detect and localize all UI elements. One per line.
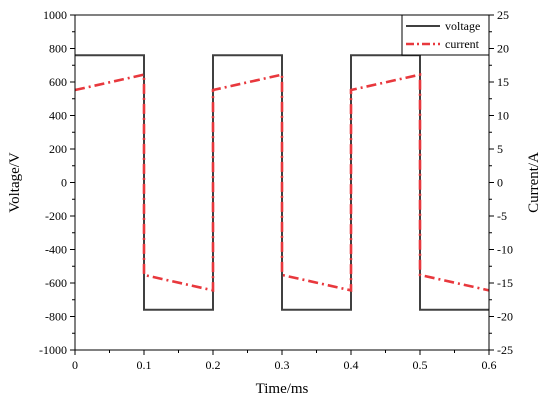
y-right-tick-label: 15 bbox=[497, 75, 509, 89]
y-axis-right-title: Current/A bbox=[526, 152, 542, 213]
x-tick-label: 0.1 bbox=[137, 358, 152, 372]
plot-series bbox=[74, 54, 490, 311]
y-left-tick-label: 1000 bbox=[43, 8, 67, 22]
series-current-line bbox=[74, 73, 490, 292]
y-axis-left: -1000 -800 -600 -400 -200 0 200 400 600 800 1000 bbox=[39, 8, 75, 357]
y-left-tick-label: -1000 bbox=[39, 343, 67, 357]
x-tick-label: 0.4 bbox=[344, 358, 359, 372]
y-right-tick-label: 5 bbox=[497, 142, 503, 156]
y-axis-right: -25 -20 -15 -10 -5 0 5 10 15 20 25 bbox=[489, 8, 513, 357]
y-axis-left-title: Voltage/V bbox=[7, 152, 23, 213]
x-axis: 0 0.1 0.2 0.3 0.4 0.5 0.6 bbox=[72, 350, 497, 372]
y-left-tick-label: 0 bbox=[61, 176, 67, 190]
y-right-tick-label: -5 bbox=[497, 209, 507, 223]
x-tick-label: 0.3 bbox=[275, 358, 290, 372]
y-left-tick-label: 800 bbox=[49, 42, 67, 56]
y-right-tick-label: -15 bbox=[497, 276, 513, 290]
y-left-tick-label: -600 bbox=[45, 276, 67, 290]
y-right-tick-label: -25 bbox=[497, 343, 513, 357]
y-left-tick-label: -200 bbox=[45, 209, 67, 223]
y-left-tick-label: 400 bbox=[49, 109, 67, 123]
x-tick-label: 0.6 bbox=[482, 358, 497, 372]
y-right-tick-label: 10 bbox=[497, 109, 509, 123]
x-tick-label: 0.2 bbox=[206, 358, 221, 372]
y-left-tick-label: 200 bbox=[49, 142, 67, 156]
y-right-tick-label: -10 bbox=[497, 243, 513, 257]
legend-label-voltage: voltage bbox=[445, 19, 480, 33]
x-axis-title: Time/ms bbox=[256, 381, 309, 397]
y-left-tick-label: -800 bbox=[45, 310, 67, 324]
legend-label-current: current bbox=[445, 37, 480, 51]
x-tick-label: 0.5 bbox=[413, 358, 428, 372]
legend-box bbox=[401, 14, 490, 56]
y-right-tick-label: 0 bbox=[497, 176, 503, 190]
y-right-tick-label: -20 bbox=[497, 310, 513, 324]
y-left-tick-label: 600 bbox=[49, 75, 67, 89]
x-tick-label: 0 bbox=[72, 358, 78, 372]
legend: voltage current bbox=[401, 14, 490, 56]
y-left-tick-label: -400 bbox=[45, 243, 67, 257]
y-right-tick-label: 25 bbox=[497, 8, 509, 22]
y-right-tick-label: 20 bbox=[497, 42, 509, 56]
